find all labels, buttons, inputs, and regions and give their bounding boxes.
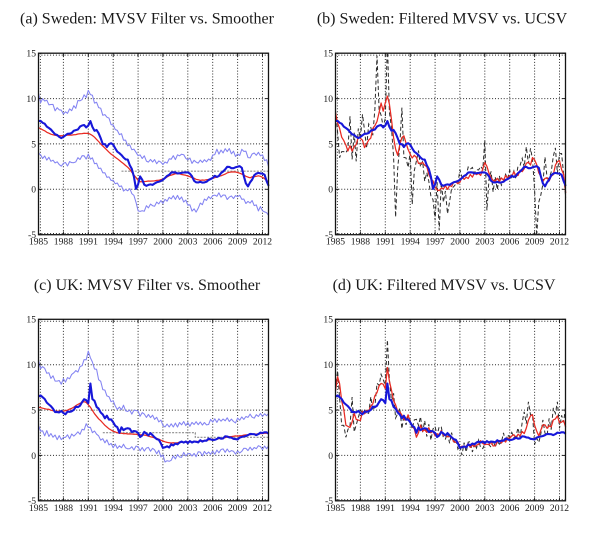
svg-text:1991: 1991: [376, 503, 395, 514]
svg-text:2009: 2009: [525, 237, 544, 248]
svg-text:1994: 1994: [104, 237, 123, 248]
svg-text:(d) UK: Filtered MVSV vs. UCSV: (d) UK: Filtered MVSV vs. UCSV: [333, 277, 556, 294]
svg-text:1994: 1994: [401, 503, 420, 514]
svg-text:2000: 2000: [450, 237, 469, 248]
svg-text:2003: 2003: [475, 237, 494, 248]
svg-text:(a) Sweden: MVSV Filter vs. Sm: (a) Sweden: MVSV Filter vs. Smoother: [20, 10, 275, 27]
svg-text:2012: 2012: [550, 503, 569, 514]
svg-text:2012: 2012: [253, 503, 272, 514]
svg-text:1994: 1994: [401, 237, 420, 248]
svg-text:2003: 2003: [178, 503, 197, 514]
svg-text:10: 10: [26, 360, 36, 371]
svg-text:2000: 2000: [450, 503, 469, 514]
svg-text:1997: 1997: [426, 503, 445, 514]
svg-text:-5: -5: [28, 230, 36, 241]
svg-text:1985: 1985: [29, 237, 48, 248]
svg-text:1988: 1988: [351, 503, 370, 514]
svg-text:1988: 1988: [54, 503, 73, 514]
svg-text:1997: 1997: [129, 237, 148, 248]
svg-text:2009: 2009: [228, 237, 247, 248]
svg-text:5: 5: [31, 139, 36, 150]
svg-text:10: 10: [323, 94, 333, 105]
svg-text:2006: 2006: [203, 237, 222, 248]
svg-text:0: 0: [328, 451, 333, 462]
svg-text:15: 15: [323, 49, 333, 60]
svg-text:2006: 2006: [203, 503, 222, 514]
svg-text:1985: 1985: [29, 503, 48, 514]
svg-text:(b) Sweden: Filtered MVSV vs.: (b) Sweden: Filtered MVSV vs. UCSV: [317, 10, 568, 27]
svg-text:2012: 2012: [253, 237, 272, 248]
svg-text:1988: 1988: [351, 237, 370, 248]
svg-text:2000: 2000: [153, 237, 172, 248]
svg-text:1997: 1997: [426, 237, 445, 248]
svg-text:1985: 1985: [326, 237, 345, 248]
svg-text:1985: 1985: [326, 503, 345, 514]
svg-text:1997: 1997: [129, 503, 148, 514]
svg-text:1991: 1991: [79, 503, 98, 514]
svg-text:15: 15: [26, 315, 36, 326]
svg-text:5: 5: [31, 405, 36, 416]
svg-text:2012: 2012: [550, 237, 569, 248]
svg-text:1991: 1991: [79, 237, 98, 248]
svg-text:5: 5: [328, 139, 333, 150]
svg-text:0: 0: [31, 451, 36, 462]
svg-text:(c) UK: MVSV Filter vs. Smooth: (c) UK: MVSV Filter vs. Smoother: [34, 277, 261, 294]
svg-text:2003: 2003: [178, 237, 197, 248]
svg-text:-5: -5: [28, 496, 36, 507]
svg-text:2009: 2009: [525, 503, 544, 514]
svg-text:-5: -5: [325, 496, 333, 507]
svg-text:2009: 2009: [228, 503, 247, 514]
svg-text:-5: -5: [325, 230, 333, 241]
svg-text:1988: 1988: [54, 237, 73, 248]
svg-text:2006: 2006: [500, 237, 519, 248]
svg-text:0: 0: [31, 185, 36, 196]
svg-text:15: 15: [323, 315, 333, 326]
svg-text:0: 0: [328, 185, 333, 196]
svg-text:5: 5: [328, 405, 333, 416]
svg-text:10: 10: [323, 360, 333, 371]
svg-text:2003: 2003: [475, 503, 494, 514]
svg-text:1994: 1994: [104, 503, 123, 514]
svg-text:1991: 1991: [376, 237, 395, 248]
svg-text:2000: 2000: [153, 503, 172, 514]
svg-text:2006: 2006: [500, 503, 519, 514]
svg-text:10: 10: [26, 94, 36, 105]
svg-text:15: 15: [26, 49, 36, 60]
